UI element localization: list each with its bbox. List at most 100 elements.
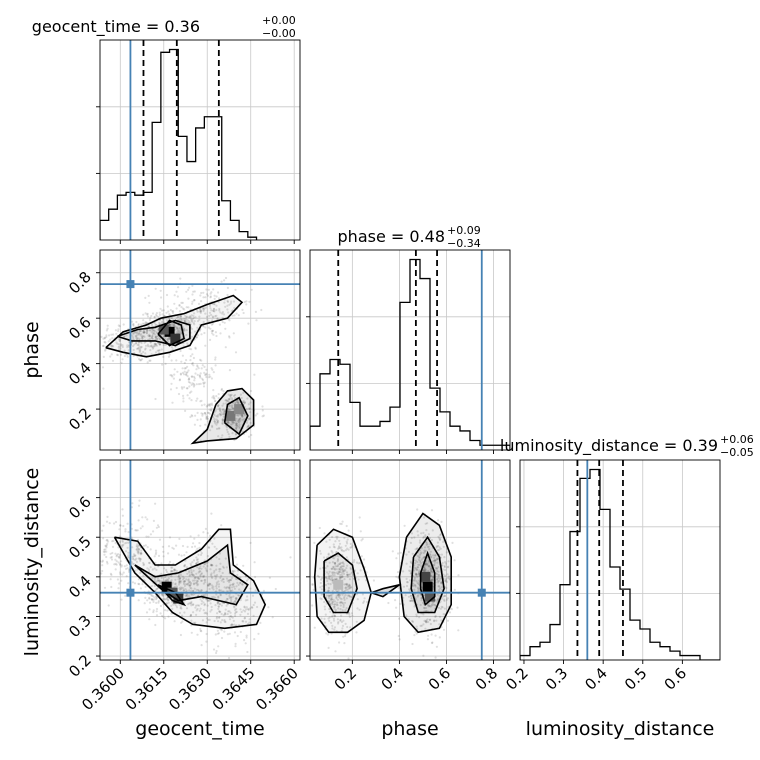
sample-point xyxy=(237,401,240,404)
sample-point xyxy=(139,346,142,349)
sample-point xyxy=(208,546,211,549)
sample-point xyxy=(351,614,354,617)
sample-point xyxy=(242,391,245,394)
sample-point xyxy=(336,557,339,561)
sample-point xyxy=(160,296,163,299)
sample-point xyxy=(193,537,196,540)
sample-point xyxy=(218,568,221,571)
sample-point xyxy=(117,348,120,351)
sample-point xyxy=(446,597,449,600)
panel-content xyxy=(310,250,510,450)
sample-point xyxy=(178,577,181,581)
sample-point xyxy=(331,600,334,603)
sample-point xyxy=(405,577,408,581)
sample-point xyxy=(329,610,332,613)
sample-point xyxy=(335,568,338,571)
sample-point xyxy=(349,595,352,598)
sample-point xyxy=(213,420,216,423)
sample-point xyxy=(170,324,173,327)
sample-point xyxy=(249,401,252,404)
sample-point xyxy=(163,567,166,570)
sample-point xyxy=(183,370,186,373)
sample-point xyxy=(181,301,184,304)
sample-point xyxy=(166,305,169,308)
sample-point xyxy=(169,308,172,312)
sample-point xyxy=(141,525,144,528)
sample-point xyxy=(204,563,207,566)
sample-point xyxy=(228,596,231,600)
sample-point xyxy=(226,399,229,402)
sample-point xyxy=(216,317,219,320)
sample-point xyxy=(246,419,249,422)
sample-point xyxy=(441,568,444,571)
sample-point xyxy=(234,600,237,604)
sample-point xyxy=(233,606,236,609)
sample-point xyxy=(437,606,440,609)
sample-point xyxy=(430,579,433,582)
sample-point xyxy=(436,561,439,564)
sample-point xyxy=(232,407,235,410)
sample-point xyxy=(182,589,185,592)
sample-point xyxy=(232,582,235,585)
sample-point xyxy=(132,323,135,326)
sample-point xyxy=(188,571,191,574)
sample-point xyxy=(228,618,232,621)
sample-point xyxy=(155,338,158,341)
sample-point xyxy=(225,428,229,431)
sample-point xyxy=(153,555,156,558)
sample-point xyxy=(139,552,142,555)
sample-point xyxy=(435,567,438,570)
sample-point xyxy=(425,563,428,566)
sample-point xyxy=(345,586,348,589)
sample-point xyxy=(252,603,255,607)
sample-point xyxy=(148,601,152,604)
sample-point xyxy=(183,611,186,614)
y-tick-label: 0.6 xyxy=(65,313,95,343)
sample-point xyxy=(200,579,203,582)
sample-point xyxy=(423,566,426,569)
sample-point xyxy=(346,588,349,591)
sample-point xyxy=(106,538,109,542)
sample-point xyxy=(204,373,207,376)
sample-point xyxy=(170,346,173,349)
sample-point xyxy=(177,574,181,577)
sample-point xyxy=(359,569,362,572)
y-tick-label: 0.2 xyxy=(65,404,95,434)
sample-point xyxy=(410,599,413,602)
sample-point xyxy=(427,634,430,637)
sample-point xyxy=(420,599,423,602)
sample-point xyxy=(192,356,195,360)
sample-point xyxy=(152,600,155,604)
sample-point xyxy=(205,621,208,624)
sample-point xyxy=(330,567,333,570)
sample-point xyxy=(239,613,242,617)
sample-point xyxy=(221,578,224,581)
sample-point xyxy=(211,584,214,587)
sample-point xyxy=(196,310,199,313)
sample-point xyxy=(167,601,170,604)
sample-point xyxy=(190,383,193,386)
sample-point xyxy=(139,552,142,555)
sample-point xyxy=(201,412,204,416)
sample-point xyxy=(235,610,238,614)
x-axis-label-phase: phase xyxy=(381,718,438,740)
sample-point xyxy=(174,568,177,572)
sample-point xyxy=(413,584,416,587)
sample-point xyxy=(179,588,182,591)
sample-point xyxy=(154,287,157,290)
sample-point xyxy=(202,385,206,388)
sample-point xyxy=(141,583,144,586)
sample-point xyxy=(204,578,207,582)
sample-point xyxy=(104,544,107,547)
sample-point xyxy=(138,499,141,502)
sample-point xyxy=(423,607,426,610)
sample-point xyxy=(189,573,192,576)
sample-point xyxy=(247,322,250,325)
sample-point xyxy=(334,561,337,564)
panel-content xyxy=(520,460,720,660)
sample-point xyxy=(93,555,95,557)
sample-point xyxy=(208,412,211,415)
sample-point xyxy=(409,570,412,573)
sample-point xyxy=(118,325,121,328)
sample-point xyxy=(342,550,345,553)
